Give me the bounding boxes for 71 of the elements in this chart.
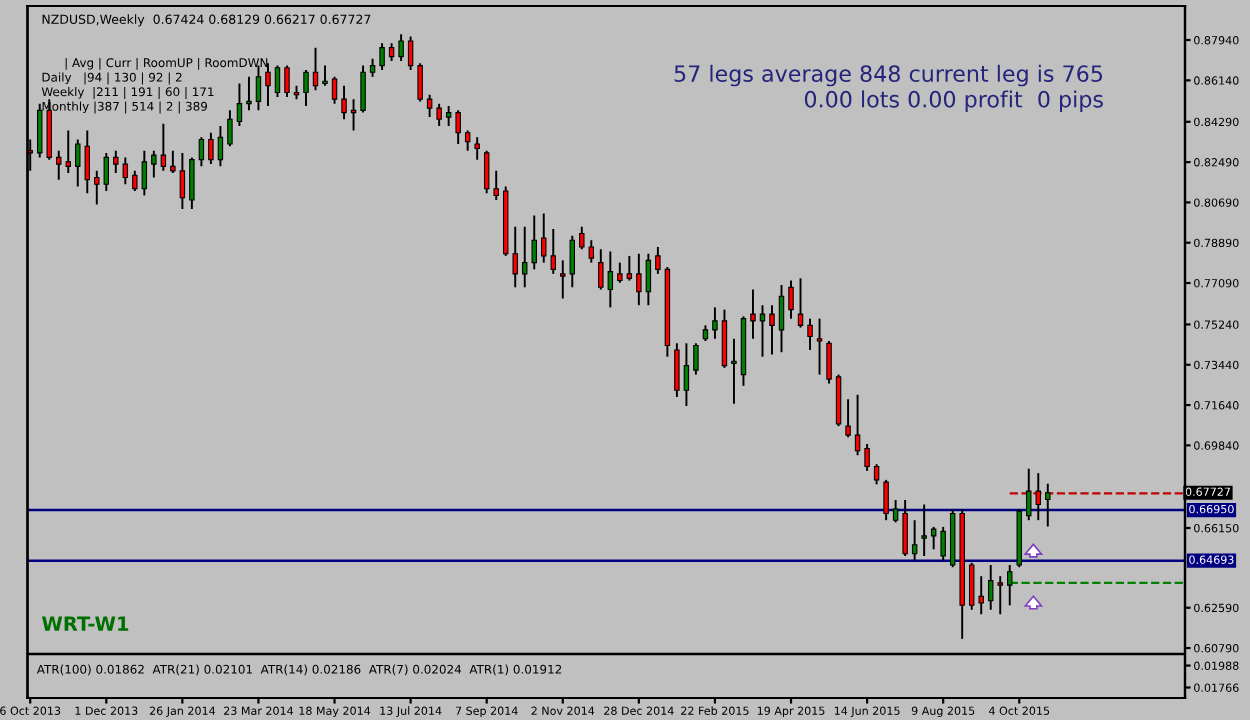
candlestick xyxy=(902,499,908,557)
candlestick xyxy=(379,42,385,72)
candlestick xyxy=(236,82,243,128)
candlestick xyxy=(417,62,423,103)
candlestick xyxy=(921,503,927,557)
candlestick xyxy=(769,304,775,356)
candlestick xyxy=(816,317,823,376)
candlestick xyxy=(674,342,680,398)
candlestick xyxy=(265,62,271,107)
candlestick xyxy=(645,252,652,307)
candlestick xyxy=(930,525,937,551)
candlestick xyxy=(826,340,832,385)
annotation: WRT-W1 xyxy=(41,616,129,631)
candlestick xyxy=(835,373,842,428)
candlestick xyxy=(864,443,870,472)
candlestick xyxy=(788,279,794,320)
candlestick xyxy=(892,499,899,524)
annotation: 57 legs average 848 current leg is 765 xyxy=(674,64,1103,87)
candlestick xyxy=(160,122,167,172)
candlestick xyxy=(198,136,205,168)
candlestick xyxy=(132,169,138,192)
candlestick xyxy=(655,246,661,275)
candlestick xyxy=(807,317,813,351)
candlestick xyxy=(331,75,338,105)
candlestick xyxy=(208,131,214,166)
candlestick xyxy=(341,84,347,121)
candlestick xyxy=(170,149,176,175)
candlestick xyxy=(712,306,718,340)
candlestick xyxy=(398,33,404,63)
annotation: 0.00 lots 0.00 profit 0 pips xyxy=(804,90,1103,112)
candlestick xyxy=(246,75,252,112)
candlestick xyxy=(255,64,262,112)
candlestick xyxy=(141,149,148,197)
candlestick xyxy=(189,156,195,210)
candlestick xyxy=(607,250,614,309)
candlestick xyxy=(1045,482,1051,528)
candlestick xyxy=(940,525,946,562)
candlestick xyxy=(360,64,366,114)
candlestick xyxy=(436,102,442,128)
candlestick xyxy=(636,252,642,307)
candlestick xyxy=(721,308,728,369)
candlestick xyxy=(617,261,623,284)
candlestick xyxy=(284,64,290,98)
candlestick xyxy=(883,478,889,522)
candlestick xyxy=(626,254,633,282)
candlestick xyxy=(845,398,851,439)
candlestick xyxy=(873,463,880,486)
candlestick xyxy=(750,288,756,340)
candlestick xyxy=(227,109,233,148)
candlestick xyxy=(797,277,804,329)
candlestick xyxy=(474,136,480,161)
candlestick xyxy=(731,337,737,405)
candlestick xyxy=(274,64,281,98)
candlestick xyxy=(445,104,452,128)
candlestick xyxy=(426,93,433,119)
candlestick xyxy=(598,248,604,291)
candlestick xyxy=(693,342,699,376)
candlestick xyxy=(759,304,766,358)
candlestick xyxy=(179,151,186,210)
candlestick xyxy=(683,342,690,407)
candlestick xyxy=(407,35,414,72)
candlestick xyxy=(778,284,785,354)
candlestick xyxy=(312,46,319,92)
candlestick xyxy=(151,149,157,179)
candlestick xyxy=(911,519,918,562)
candlestick xyxy=(854,393,861,457)
candlestick xyxy=(303,69,309,107)
candlestick xyxy=(322,64,328,87)
candlestick xyxy=(217,125,224,168)
candlestick xyxy=(464,129,471,152)
candlestick xyxy=(455,109,461,145)
